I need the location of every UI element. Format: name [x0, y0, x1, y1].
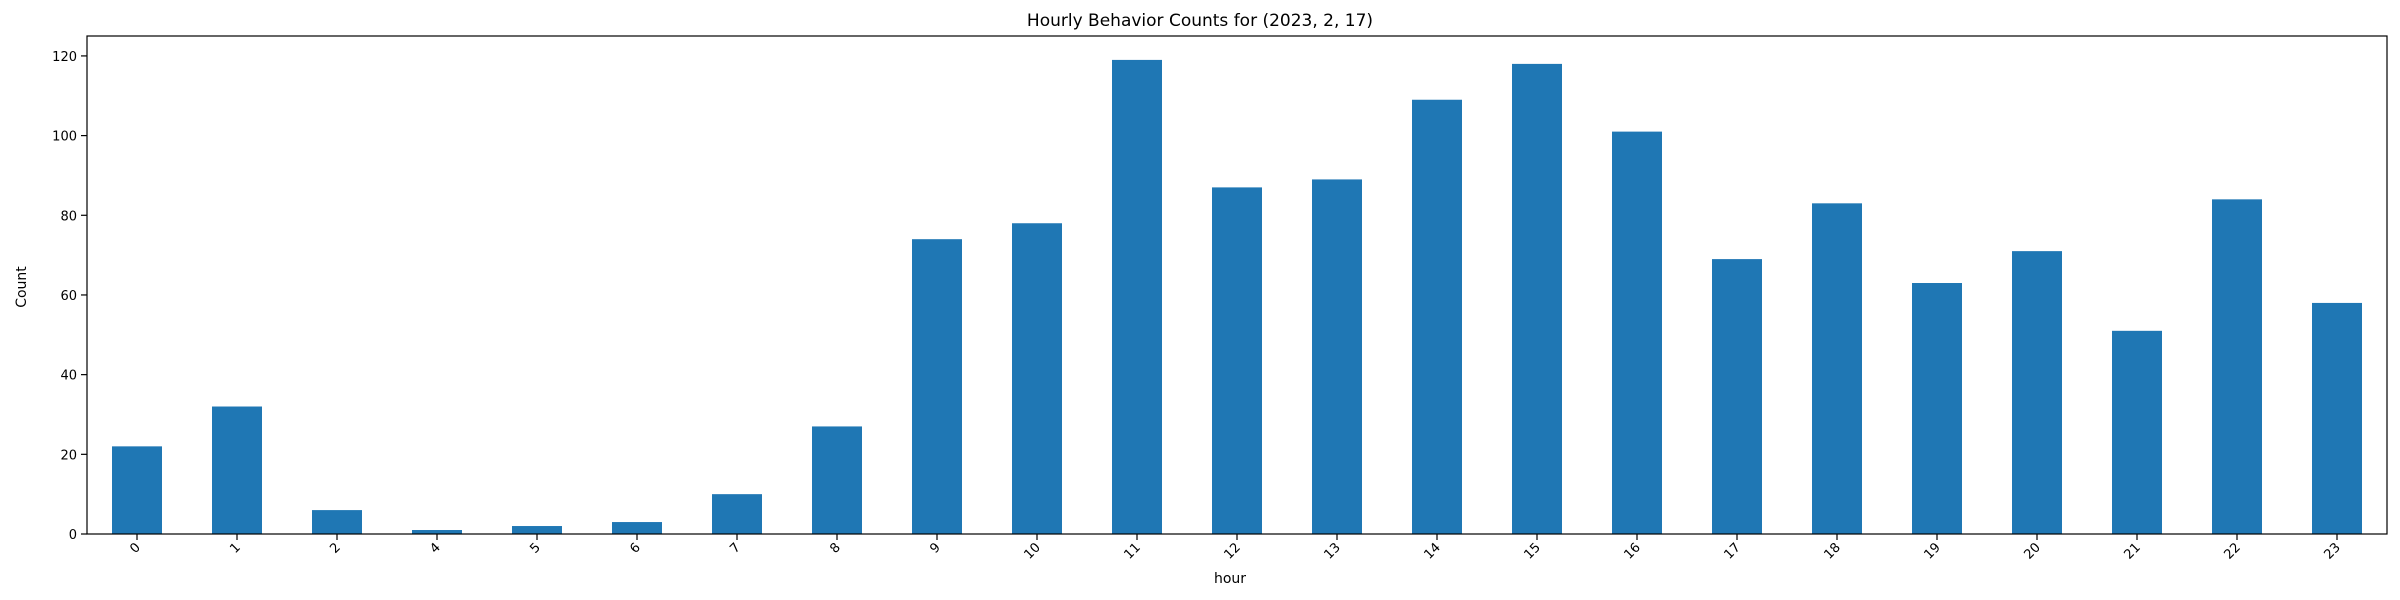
x-tick-label: 4	[427, 540, 443, 556]
x-tick-label: 2	[327, 540, 343, 556]
x-tick-label: 11	[1122, 540, 1144, 562]
y-tick-label: 80	[60, 209, 77, 224]
x-tick-label: 5	[527, 540, 543, 556]
bar-hour-15	[1512, 63, 1562, 534]
bar-hour-21	[2112, 330, 2162, 534]
bar-hour-20	[2012, 251, 2062, 535]
y-tick-label: 40	[60, 369, 77, 384]
bar-hour-6	[612, 522, 662, 534]
bar-hour-22	[2212, 199, 2262, 534]
x-tick-label: 1	[227, 540, 243, 556]
bars-group	[112, 59, 2362, 535]
x-tick-label: 8	[827, 540, 843, 556]
bar-hour-9	[912, 239, 962, 534]
bar-hour-7	[712, 494, 762, 534]
x-tick-label: 12	[1222, 540, 1244, 562]
x-tick-label: 15	[1522, 540, 1544, 562]
x-tick-label: 22	[2222, 540, 2244, 562]
x-tick-label: 23	[2322, 540, 2344, 562]
x-tick-label: 10	[1022, 540, 1044, 562]
x-axis-label: hour	[1214, 571, 1246, 587]
bar-hour-1	[212, 406, 262, 534]
x-tick-label: 16	[1622, 540, 1644, 562]
plot-frame	[86, 35, 2388, 535]
bar-hour-16	[1612, 131, 1662, 534]
y-tick-label: 60	[60, 289, 77, 304]
bar-hour-14	[1412, 99, 1462, 534]
x-tick-label: 13	[1322, 540, 1344, 562]
x-tick-label: 7	[727, 540, 743, 556]
y-tick-label: 100	[52, 130, 77, 145]
x-tick-label: 14	[1422, 540, 1444, 562]
bar-hour-10	[1012, 223, 1062, 535]
bar-hour-8	[812, 426, 862, 534]
x-tick-label: 18	[1822, 540, 1844, 562]
x-tick-label: 20	[2022, 540, 2044, 562]
y-axis-ticks: 0 20 40 60 80 100 120	[52, 50, 87, 543]
y-axis-label: Count	[14, 266, 30, 308]
bar-hour-5	[512, 526, 562, 534]
y-tick-label: 120	[52, 50, 77, 65]
bar-hour-4	[412, 530, 462, 534]
bar-hour-17	[1712, 259, 1762, 534]
bar-hour-19	[1912, 283, 1962, 534]
x-tick-label: 9	[927, 540, 943, 556]
bar-hour-12	[1212, 187, 1262, 534]
x-tick-label: 0	[127, 540, 143, 556]
bar-hour-11	[1112, 59, 1162, 535]
bar-hour-23	[2312, 302, 2362, 534]
x-tick-label: 17	[1722, 540, 1744, 562]
y-tick-label: 20	[60, 448, 77, 463]
x-tick-label: 6	[627, 540, 643, 556]
bar-hour-2	[312, 510, 362, 534]
chart-title: Hourly Behavior Counts for (2023, 2, 17)	[1027, 11, 1373, 31]
bar-hour-13	[1312, 179, 1362, 534]
x-tick-label: 21	[2122, 540, 2144, 562]
x-tick-label: 19	[1922, 540, 1944, 562]
bar-hour-18	[1812, 203, 1862, 534]
x-axis-ticks: 0 1 2 4 5 6 7 8 9 10 11 12 13 14 15 16 17 18 19 20 21 22 23	[127, 534, 2344, 563]
bar-hour-0	[112, 446, 162, 534]
y-tick-label: 0	[69, 528, 77, 543]
